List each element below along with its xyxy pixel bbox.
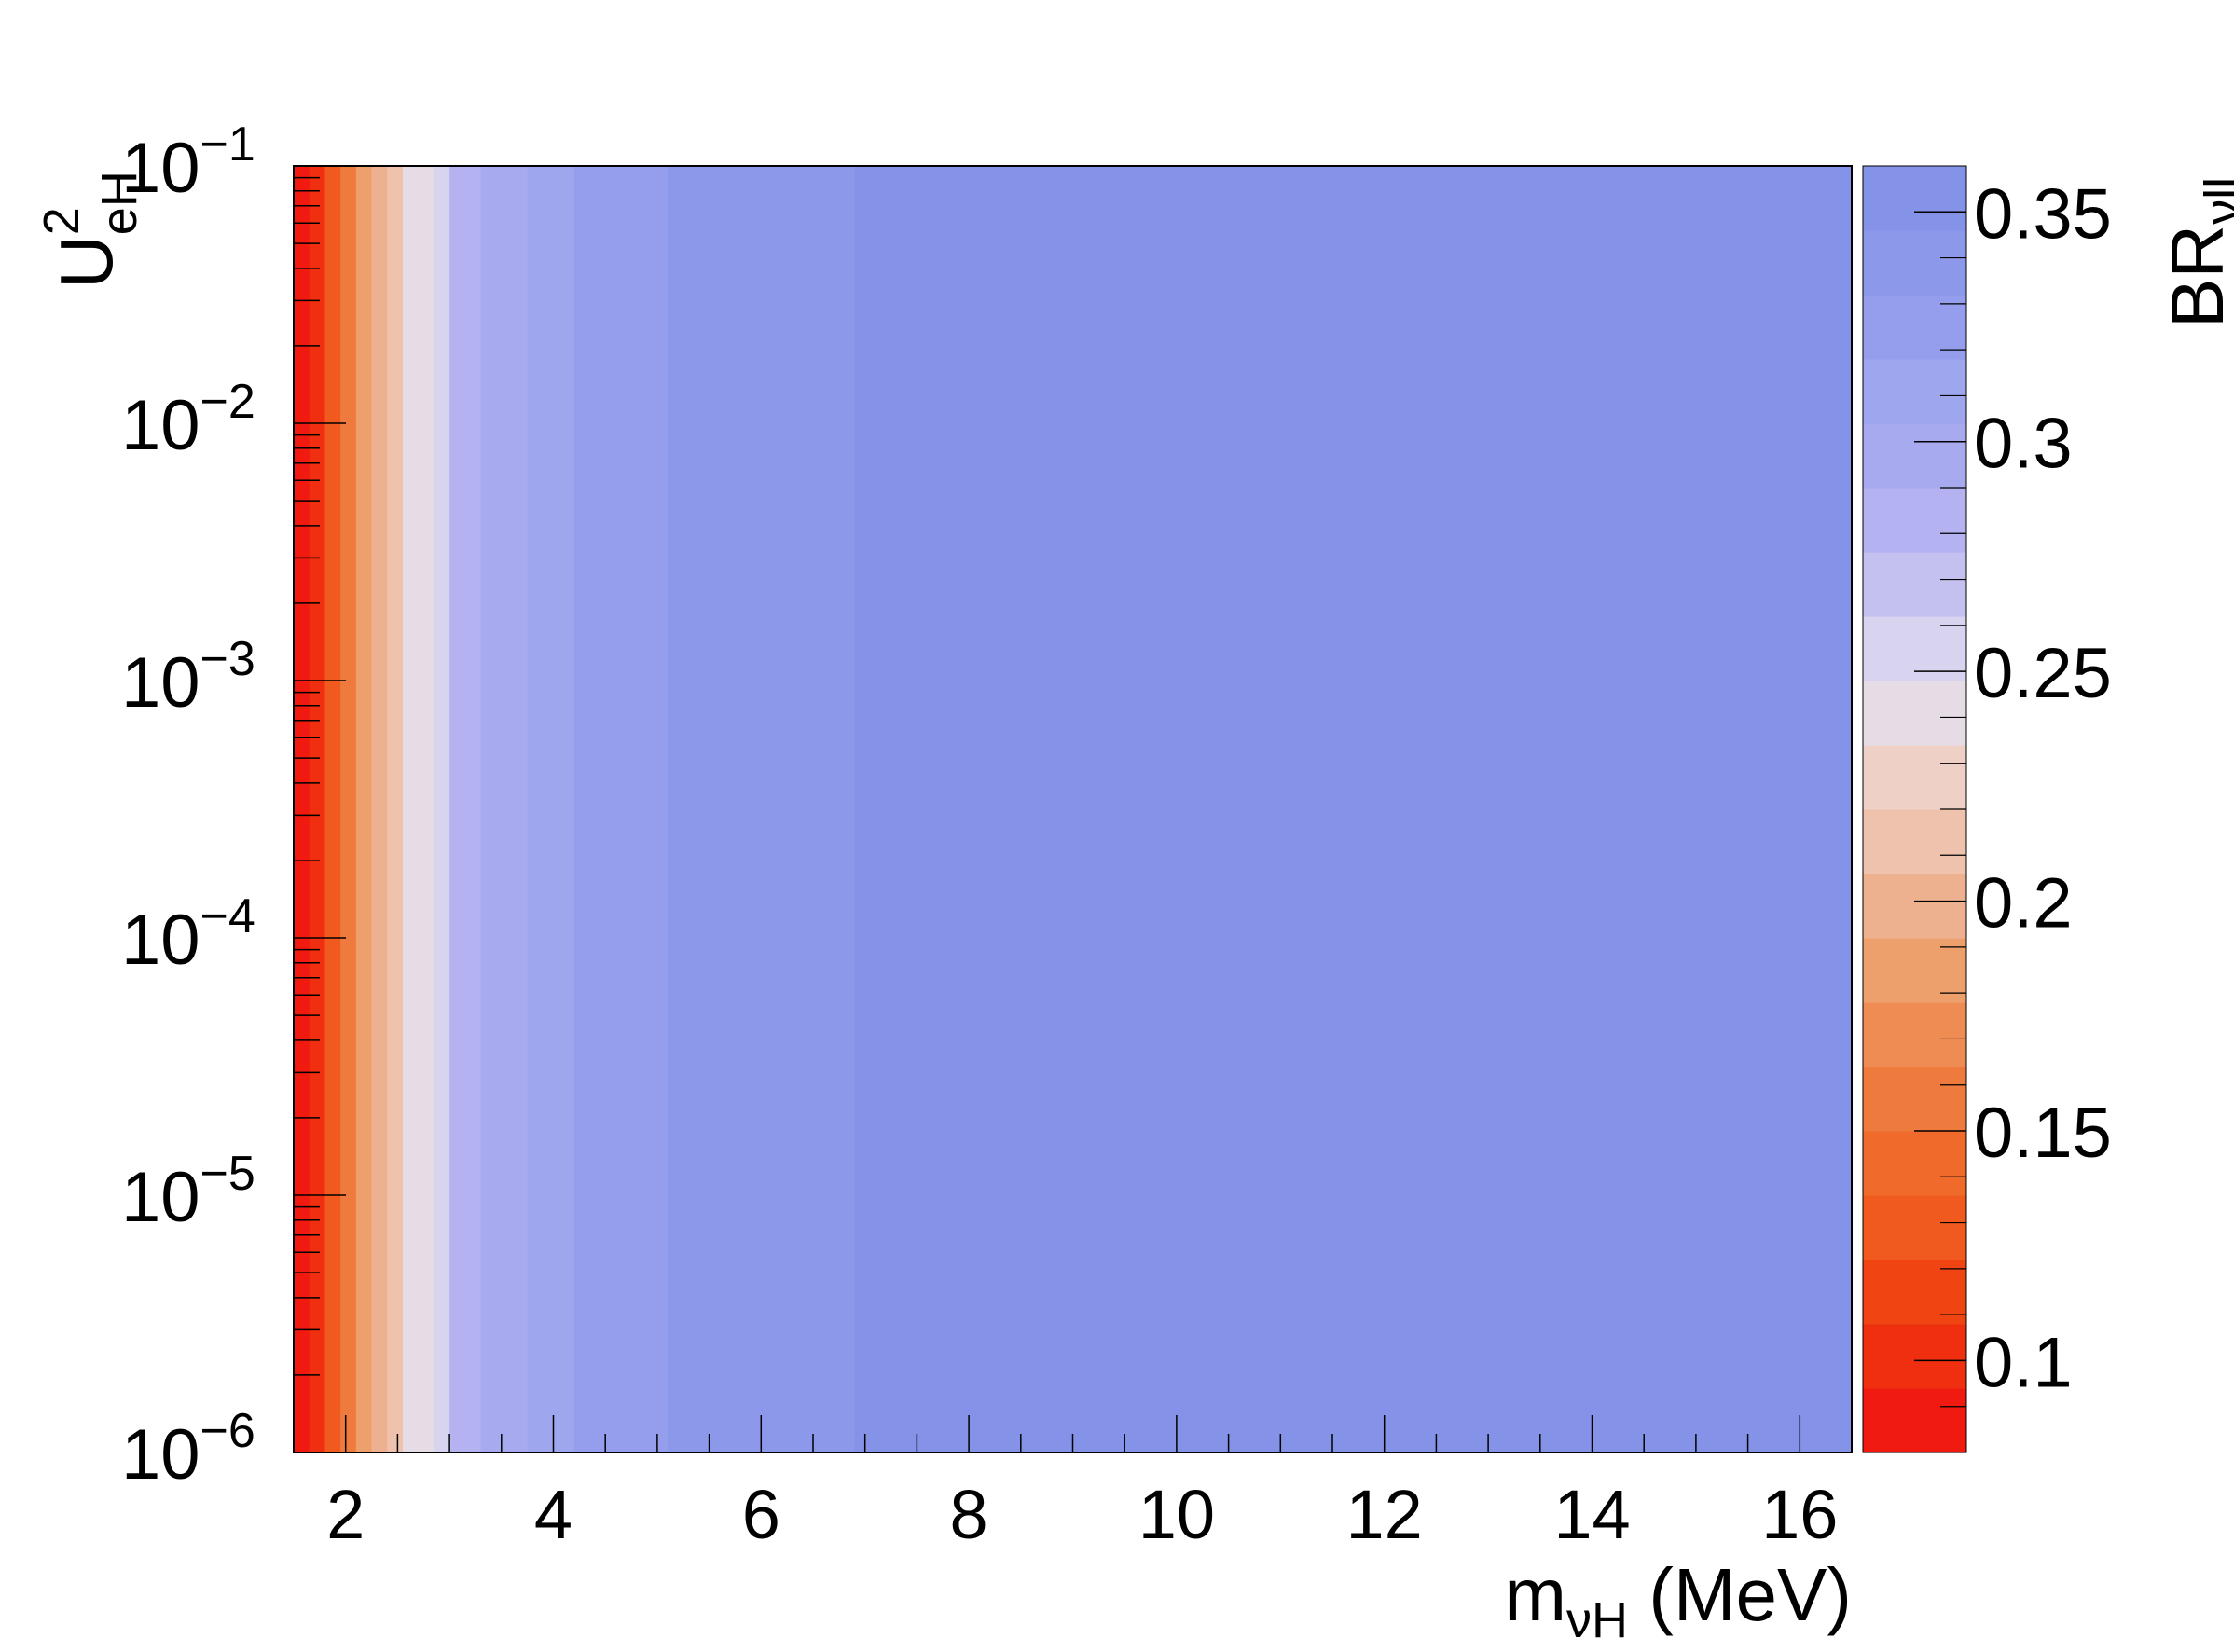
y-tick-label: 10−3	[121, 632, 255, 723]
heatmap-band-1	[309, 166, 326, 1452]
palette-level-1	[1863, 1324, 1966, 1389]
palette-level-3	[1863, 1195, 1966, 1260]
z-axis-label: BRνll	[2156, 177, 2234, 328]
heatmap-band-8	[434, 166, 450, 1452]
heatmap-band-0	[294, 166, 310, 1452]
y-axis-label-sup: 2	[34, 207, 90, 235]
z-tick-label: 0.15	[1974, 1094, 2112, 1173]
x-axis-label-main: m	[1504, 1553, 1566, 1636]
palette-level-7	[1863, 938, 1966, 1003]
z-axis-ticks: 0.1 0.15 0.2 0.25 0.3 0.35	[1914, 174, 2112, 1408]
x-axis-label-suffix: (MeV)	[1628, 1553, 1852, 1636]
z-tick-label: 0.2	[1974, 864, 2073, 943]
y-axis-label: U2eH	[34, 171, 147, 289]
palette-level-6	[1863, 1002, 1966, 1067]
heatmap-band-4	[355, 166, 373, 1452]
color-palette	[1863, 166, 1966, 1453]
palette-level-16	[1863, 359, 1966, 424]
palette-level-9	[1863, 809, 1966, 874]
heatmap-band-12	[573, 166, 669, 1452]
x-tick-label: 16	[1761, 1476, 1838, 1553]
palette-level-19	[1863, 166, 1966, 231]
palette-level-11	[1863, 681, 1966, 746]
z-tick-label: 0.1	[1974, 1323, 2073, 1402]
palette-level-18	[1863, 230, 1966, 296]
x-tick-label: 6	[742, 1476, 780, 1553]
heatmap-band-7	[402, 166, 434, 1452]
z-tick-label: 0.25	[1974, 634, 2112, 713]
palette-level-13	[1863, 552, 1966, 617]
palette-level-5	[1863, 1067, 1966, 1132]
z-tick-label: 0.35	[1974, 174, 2112, 254]
palette-level-4	[1863, 1131, 1966, 1196]
heatmap-band-13	[668, 166, 856, 1452]
heatmap-band-14	[854, 166, 1853, 1452]
y-axis-ticks: 10−6 10−5 10−4 10−3 10−2 10−1	[121, 117, 346, 1494]
palette-level-8	[1863, 874, 1966, 939]
y-axis-label-sub: eH	[91, 171, 147, 235]
x-tick-label: 12	[1346, 1476, 1423, 1553]
heatmap-band-2	[324, 166, 341, 1452]
x-axis-label-sub: νH	[1566, 1592, 1628, 1648]
y-tick-label: 10−1	[121, 117, 255, 208]
palette-level-12	[1863, 616, 1966, 681]
palette-level-2	[1863, 1260, 1966, 1325]
heatmap-band-5	[371, 166, 388, 1452]
z-axis-label-main: BR	[2156, 225, 2234, 328]
heatmap-band-11	[527, 166, 575, 1452]
y-axis-label-base: U	[45, 235, 128, 289]
x-tick-label: 8	[950, 1476, 988, 1553]
palette-level-15	[1863, 423, 1966, 489]
y-tick-label: 10−5	[121, 1147, 255, 1237]
z-tick-label: 0.3	[1974, 405, 2073, 484]
palette-frame	[1862, 165, 1967, 1453]
x-axis-label: mνH (MeV)	[1504, 1553, 1852, 1648]
x-tick-label: 14	[1553, 1476, 1630, 1553]
heatmap-band-10	[480, 166, 529, 1452]
palette-level-14	[1863, 488, 1966, 553]
x-tick-label: 2	[326, 1476, 365, 1553]
y-tick-label: 10−6	[121, 1404, 255, 1494]
plot-frame	[293, 165, 1853, 1453]
x-tick-label: 10	[1138, 1476, 1215, 1553]
y-tick-label: 10−2	[121, 375, 255, 465]
heatmap-band-6	[387, 166, 404, 1452]
heatmap-band-3	[340, 166, 357, 1452]
palette-level-17	[1863, 295, 1966, 360]
x-tick-label: 4	[534, 1476, 572, 1553]
palette-level-10	[1863, 745, 1966, 810]
y-tick-label: 10−4	[121, 889, 255, 980]
x-axis-ticks: 2 4 6 8 10 12 14 16	[293, 1415, 1853, 1553]
palette-level-0	[1863, 1388, 1966, 1453]
heatmap-band-9	[449, 166, 482, 1452]
heatmap-bands	[294, 166, 1853, 1452]
z-axis-label-sub: νll	[2195, 177, 2234, 225]
